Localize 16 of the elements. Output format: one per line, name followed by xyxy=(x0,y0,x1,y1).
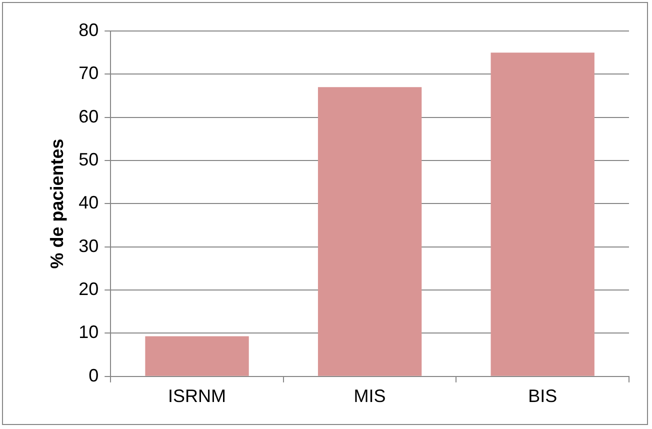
y-tick-label: 30 xyxy=(78,236,99,256)
bar xyxy=(490,52,594,376)
y-tick-label: 60 xyxy=(78,106,99,126)
x-tick-label: BIS xyxy=(528,386,558,406)
y-tick-label: 20 xyxy=(78,279,99,300)
x-tick-label: MIS xyxy=(354,386,386,406)
y-tick-label: 80 xyxy=(78,20,99,40)
y-tick-label: 0 xyxy=(88,365,99,386)
y-axis-title: % de pacientes xyxy=(46,138,67,269)
y-tick-label: 10 xyxy=(78,322,99,342)
bar xyxy=(145,336,249,376)
y-tick-label: 70 xyxy=(78,63,99,84)
y-tick-label: 40 xyxy=(78,192,99,213)
y-tick-label: 50 xyxy=(78,149,99,170)
x-tick-label: ISRNM xyxy=(168,386,226,406)
bar xyxy=(318,87,422,376)
